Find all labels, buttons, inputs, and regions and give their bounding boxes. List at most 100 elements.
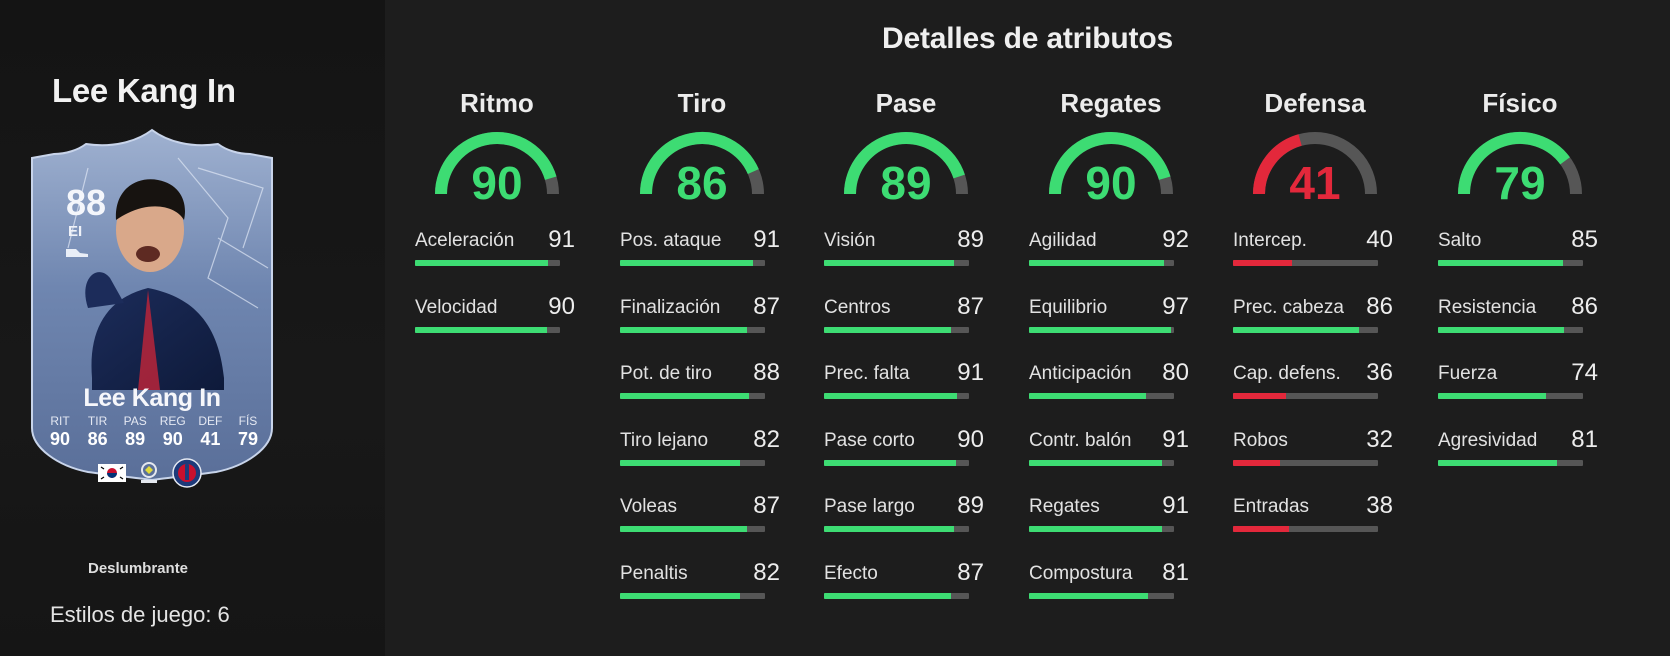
league-logo-icon bbox=[141, 462, 157, 483]
attribute-bar-fill bbox=[824, 459, 956, 466]
attribute-row[interactable]: Fuerza 74 bbox=[1420, 359, 1620, 430]
playstyle-plus-name[interactable]: Deslumbrante bbox=[88, 560, 189, 577]
attribute-row[interactable]: Prec. falta 91 bbox=[806, 359, 1006, 430]
attribute-value: 89 bbox=[957, 226, 984, 253]
attribute-bar-fill bbox=[415, 260, 549, 266]
category-name: Defensa bbox=[1264, 88, 1366, 118]
attribute-label: Finalización bbox=[620, 296, 721, 318]
attribute-bar-fill bbox=[620, 526, 748, 533]
attribute-bar-fill bbox=[620, 592, 741, 599]
card-stat: TIR 86 bbox=[80, 414, 116, 450]
attribute-label: Intercep. bbox=[1233, 230, 1307, 251]
attribute-value: 91 bbox=[1162, 425, 1189, 453]
attribute-value: 86 bbox=[1366, 292, 1393, 320]
attribute-bar bbox=[824, 326, 969, 333]
attribute-row[interactable]: Centros 87 bbox=[806, 293, 1006, 364]
attribute-row[interactable]: Pos. ataque 91 bbox=[602, 226, 802, 297]
attribute-value: 90 bbox=[957, 425, 984, 453]
attribute-bar-fill bbox=[415, 326, 547, 333]
player-card[interactable]: 88 EI Lee Kang In RIT 90 TIR 86 PAS 89 REG 9… bbox=[28, 128, 276, 488]
attribute-bar-fill bbox=[1438, 393, 1547, 400]
card-stat-label: RIT bbox=[50, 414, 70, 428]
attribute-row[interactable]: Pase largo 89 bbox=[806, 492, 1006, 563]
attribute-label: Equilibrio bbox=[1029, 296, 1108, 318]
attribute-row[interactable]: Regates 91 bbox=[1011, 492, 1211, 563]
attribute-row[interactable]: Entradas 38 bbox=[1215, 492, 1415, 563]
attribute-label: Voleas bbox=[620, 496, 678, 518]
attribute-row[interactable]: Equilibrio 97 bbox=[1011, 293, 1211, 364]
player-panel: Lee Kang In bbox=[0, 0, 385, 656]
attribute-bar bbox=[1029, 326, 1174, 333]
category-0: Ritmo 90 Aceleración 91 Velocidad 90 bbox=[397, 88, 597, 648]
attribute-bar bbox=[1029, 592, 1174, 599]
gauge-fill bbox=[1458, 132, 1570, 195]
category-2: Pase 89 Visión 89 Centros 87 Prec. falta 91 Pase… bbox=[806, 88, 1006, 648]
attribute-row[interactable]: Agresividad 81 bbox=[1420, 426, 1620, 497]
attribute-row[interactable]: Compostura 81 bbox=[1011, 559, 1211, 630]
attribute-value: 32 bbox=[1366, 425, 1393, 453]
attribute-row[interactable]: Tiro lejano 82 bbox=[602, 426, 802, 497]
attribute-row[interactable]: Intercep. 40 bbox=[1215, 226, 1415, 297]
attribute-row[interactable]: Voleas 87 bbox=[602, 492, 802, 563]
category-gauge bbox=[844, 132, 968, 195]
attribute-row[interactable]: Efecto 87 bbox=[806, 559, 1006, 630]
attribute-row[interactable]: Aceleración 91 bbox=[397, 226, 597, 297]
attribute-bar bbox=[1438, 326, 1583, 333]
attribute-value: 87 bbox=[957, 558, 984, 586]
attribute-row[interactable]: Salto 85 bbox=[1420, 226, 1620, 297]
attribute-bar-fill bbox=[1438, 326, 1564, 333]
club-crest-icon bbox=[172, 458, 202, 488]
attribute-row[interactable]: Cap. defens. 36 bbox=[1215, 359, 1415, 430]
nation-flag-icon bbox=[98, 464, 126, 482]
category-gauge bbox=[1458, 132, 1582, 195]
attribute-row[interactable]: Prec. cabeza 86 bbox=[1215, 293, 1415, 364]
attribute-value: 36 bbox=[1366, 359, 1393, 387]
attribute-row[interactable]: Visión 89 bbox=[806, 226, 1006, 297]
category-name: Regates bbox=[1060, 88, 1162, 118]
attribute-list: Pos. ataque 91 Finalización 87 Pot. de tiro 8… bbox=[602, 226, 802, 630]
category-gauge bbox=[1049, 132, 1173, 195]
attribute-list: Agilidad 92 Equilibrio 97 Anticipación 80 Cont… bbox=[1011, 226, 1211, 630]
category-value: 86 bbox=[676, 157, 728, 209]
attribute-bar-fill bbox=[1029, 592, 1148, 599]
attribute-row[interactable]: Pase corto 90 bbox=[806, 426, 1006, 497]
attribute-label: Pos. ataque bbox=[620, 230, 722, 251]
attribute-bar-fill bbox=[1233, 260, 1292, 266]
category-name: Ritmo bbox=[460, 88, 534, 118]
attribute-value: 40 bbox=[1366, 226, 1393, 253]
attribute-row[interactable]: Robos 32 bbox=[1215, 426, 1415, 497]
card-stat-label: DEF bbox=[198, 414, 223, 428]
attribute-bar bbox=[824, 260, 969, 266]
attribute-label: Pot. de tiro bbox=[620, 363, 712, 385]
attribute-row[interactable]: Agilidad 92 bbox=[1011, 226, 1211, 297]
attribute-row[interactable]: Pot. de tiro 88 bbox=[602, 359, 802, 430]
card-badges bbox=[98, 458, 202, 488]
card-position: EI bbox=[68, 223, 83, 240]
attribute-label: Anticipación bbox=[1029, 363, 1132, 385]
attribute-row[interactable]: Anticipación 80 bbox=[1011, 359, 1211, 430]
attribute-bar-fill bbox=[1438, 459, 1557, 466]
attribute-bar bbox=[824, 459, 969, 466]
attribute-row[interactable]: Resistencia 86 bbox=[1420, 293, 1620, 364]
attribute-row[interactable]: Contr. balón 91 bbox=[1011, 426, 1211, 497]
attribute-label: Agresividad bbox=[1438, 429, 1538, 451]
attribute-row[interactable]: Finalización 87 bbox=[602, 293, 802, 364]
attribute-bar-fill bbox=[620, 459, 741, 466]
attribute-bar bbox=[1233, 260, 1378, 266]
category-value: 41 bbox=[1289, 157, 1341, 209]
attribute-value: 89 bbox=[957, 492, 984, 520]
category-5: Físico 79 Salto 85 Resistencia 86 Fuerza 74 Agre… bbox=[1420, 88, 1620, 648]
category-1: Tiro 86 Pos. ataque 91 Finalización 87 Pot. de… bbox=[602, 88, 802, 648]
playstyles-count[interactable]: Estilos de juego: 6 bbox=[50, 602, 230, 627]
attribute-row[interactable]: Penaltis 82 bbox=[602, 559, 802, 630]
attribute-bar bbox=[824, 393, 969, 400]
attribute-label: Pase largo bbox=[824, 496, 915, 518]
attribute-value: 90 bbox=[548, 292, 575, 320]
category-gauge bbox=[640, 132, 764, 195]
card-stat-label: REG bbox=[159, 414, 186, 428]
category-name: Físico bbox=[1482, 88, 1558, 118]
boot-icon bbox=[66, 249, 88, 257]
attribute-value: 87 bbox=[753, 492, 780, 520]
attribute-label: Cap. defens. bbox=[1233, 363, 1341, 385]
attribute-row[interactable]: Velocidad 90 bbox=[397, 293, 597, 364]
